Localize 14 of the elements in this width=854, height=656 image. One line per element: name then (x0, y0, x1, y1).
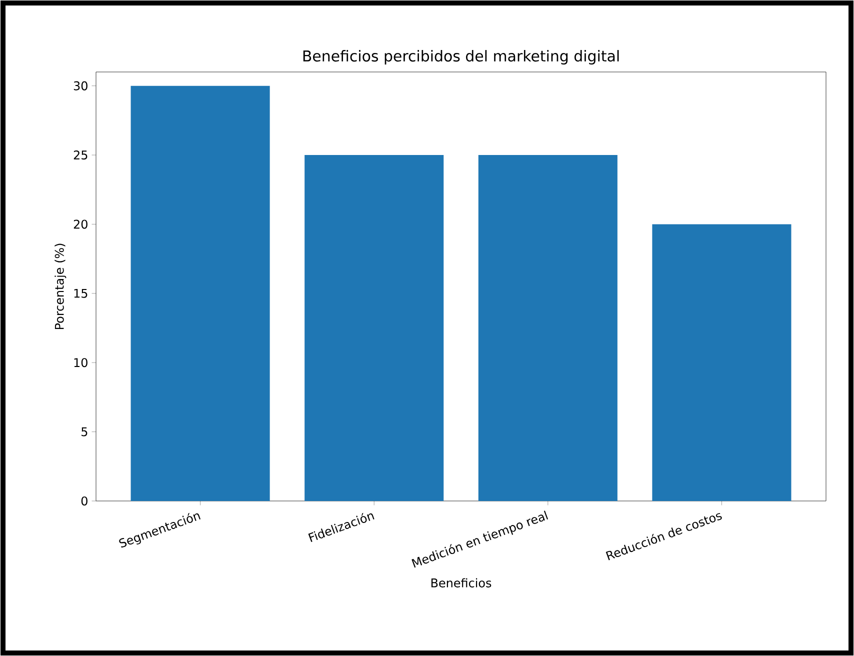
x-axis-title: Beneficios (431, 578, 492, 588)
y-tick-label: 15 (74, 288, 88, 298)
y-axis-title: Porcentaje (%) (54, 244, 66, 330)
bar (130, 86, 270, 501)
bar (478, 155, 618, 501)
y-tick-label: 20 (74, 220, 88, 229)
y-tick-label: 10 (74, 358, 88, 368)
y-tick-label: 5 (82, 427, 88, 436)
chart-title: Beneficios percibidos del marketing digital (303, 50, 619, 64)
bar (652, 224, 792, 501)
y-tick-label: 30 (74, 81, 88, 90)
bar (304, 155, 444, 501)
y-tick-label: 25 (74, 150, 88, 160)
y-tick-label: 0 (81, 496, 88, 506)
